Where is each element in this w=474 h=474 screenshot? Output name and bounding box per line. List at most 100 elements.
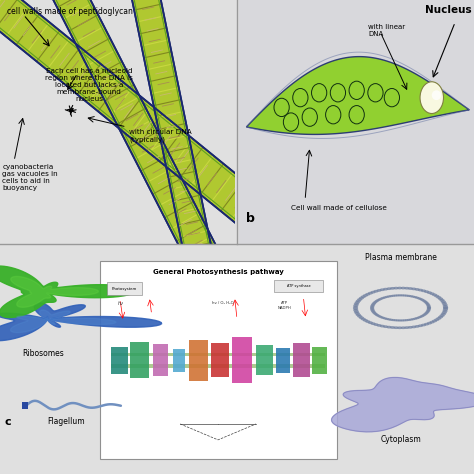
Bar [22, 402, 28, 409]
Ellipse shape [424, 323, 429, 326]
Ellipse shape [427, 307, 431, 309]
Text: cyanobacteria
gas vacuoles in
cells to aid in
buoyancy: cyanobacteria gas vacuoles in cells to a… [2, 164, 58, 191]
Polygon shape [10, 310, 116, 333]
Text: Flagellum: Flagellum [47, 417, 85, 426]
Ellipse shape [385, 318, 389, 320]
Ellipse shape [371, 310, 375, 312]
Ellipse shape [427, 307, 431, 309]
Ellipse shape [421, 290, 426, 292]
Ellipse shape [396, 319, 400, 321]
Ellipse shape [398, 319, 402, 321]
Ellipse shape [418, 289, 423, 292]
Ellipse shape [354, 302, 359, 305]
Ellipse shape [376, 315, 381, 317]
Ellipse shape [396, 294, 400, 297]
Ellipse shape [425, 302, 429, 304]
Text: Ribosomes: Ribosomes [22, 349, 64, 358]
Ellipse shape [386, 326, 392, 328]
Ellipse shape [374, 301, 378, 303]
Ellipse shape [442, 310, 447, 312]
Text: Nucleus: Nucleus [425, 5, 472, 15]
Ellipse shape [354, 310, 359, 313]
Ellipse shape [363, 294, 368, 297]
FancyBboxPatch shape [274, 280, 323, 292]
Ellipse shape [370, 308, 374, 310]
Ellipse shape [374, 313, 378, 315]
Ellipse shape [441, 301, 446, 303]
Ellipse shape [355, 301, 360, 304]
Ellipse shape [391, 295, 395, 297]
Bar [312, 346, 327, 374]
Ellipse shape [371, 303, 375, 306]
Bar [256, 346, 273, 375]
Ellipse shape [432, 319, 437, 322]
Ellipse shape [378, 315, 382, 318]
Ellipse shape [390, 287, 395, 290]
Ellipse shape [391, 319, 395, 321]
Ellipse shape [400, 319, 404, 321]
Ellipse shape [383, 325, 388, 328]
Ellipse shape [425, 311, 429, 313]
Bar [111, 364, 325, 368]
Ellipse shape [442, 311, 447, 314]
FancyBboxPatch shape [107, 283, 142, 295]
Ellipse shape [409, 319, 413, 321]
Ellipse shape [438, 297, 443, 300]
Text: Cell wall made of cellulose: Cell wall made of cellulose [291, 205, 387, 211]
Polygon shape [0, 303, 162, 341]
Ellipse shape [427, 306, 431, 308]
Text: with circular DNA
(typically): with circular DNA (typically) [129, 129, 192, 143]
Polygon shape [332, 377, 474, 432]
Ellipse shape [376, 324, 382, 327]
Ellipse shape [408, 326, 413, 328]
Polygon shape [11, 276, 99, 307]
Ellipse shape [375, 314, 379, 316]
Ellipse shape [380, 325, 385, 328]
Ellipse shape [411, 318, 415, 320]
Ellipse shape [359, 297, 364, 300]
Ellipse shape [370, 306, 374, 309]
Ellipse shape [385, 296, 389, 298]
Ellipse shape [353, 306, 358, 309]
Ellipse shape [397, 327, 402, 329]
Text: cell walls made of peptidoglycan: cell walls made of peptidoglycan [7, 7, 133, 16]
Bar [293, 343, 310, 377]
Ellipse shape [439, 299, 445, 301]
Ellipse shape [419, 316, 423, 318]
Ellipse shape [443, 305, 448, 308]
Ellipse shape [353, 309, 358, 311]
Ellipse shape [365, 293, 370, 296]
Ellipse shape [426, 304, 430, 306]
Ellipse shape [420, 299, 424, 301]
Ellipse shape [380, 288, 385, 291]
Ellipse shape [407, 319, 411, 321]
Ellipse shape [421, 299, 426, 301]
Ellipse shape [370, 307, 374, 310]
Ellipse shape [371, 291, 376, 293]
Ellipse shape [372, 302, 376, 305]
Ellipse shape [381, 297, 385, 299]
Ellipse shape [393, 319, 398, 321]
Ellipse shape [389, 295, 393, 297]
Ellipse shape [432, 293, 437, 296]
Ellipse shape [415, 317, 419, 319]
Ellipse shape [417, 317, 421, 319]
Ellipse shape [424, 290, 429, 293]
Ellipse shape [401, 287, 406, 290]
Ellipse shape [379, 316, 383, 319]
Ellipse shape [363, 319, 368, 322]
Ellipse shape [355, 312, 360, 315]
Ellipse shape [365, 320, 370, 323]
Ellipse shape [427, 322, 432, 325]
Ellipse shape [375, 300, 379, 302]
Bar [211, 343, 229, 377]
Ellipse shape [424, 312, 428, 315]
Ellipse shape [383, 288, 388, 291]
Ellipse shape [371, 304, 375, 307]
Text: Each cell has a nucleoid
region where the DNA is
located but lacks a
membrane-bo: Each cell has a nucleoid region where th… [45, 68, 133, 102]
Text: Plasma membrane: Plasma membrane [365, 253, 437, 262]
Ellipse shape [443, 308, 448, 311]
Ellipse shape [373, 301, 377, 304]
Ellipse shape [443, 307, 448, 310]
Bar [111, 353, 325, 356]
